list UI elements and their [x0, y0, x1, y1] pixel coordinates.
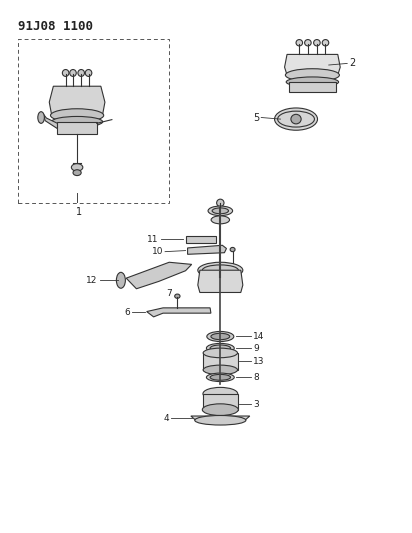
Ellipse shape [175, 294, 180, 298]
Ellipse shape [207, 332, 234, 342]
Text: 5: 5 [253, 112, 259, 123]
Text: 10: 10 [152, 247, 163, 256]
Text: 7: 7 [167, 288, 173, 297]
Ellipse shape [38, 112, 44, 123]
Ellipse shape [51, 109, 104, 122]
Text: 91J08 1100: 91J08 1100 [18, 20, 93, 33]
Text: 3: 3 [253, 400, 259, 409]
Ellipse shape [203, 348, 237, 358]
Ellipse shape [70, 69, 76, 76]
Polygon shape [187, 245, 227, 254]
Ellipse shape [71, 164, 83, 171]
Ellipse shape [202, 265, 238, 276]
Ellipse shape [210, 374, 231, 380]
Polygon shape [126, 262, 192, 289]
Bar [203, 353, 237, 370]
Polygon shape [191, 416, 250, 420]
Ellipse shape [230, 247, 235, 252]
Polygon shape [198, 270, 243, 293]
Ellipse shape [217, 199, 224, 207]
Ellipse shape [73, 169, 81, 175]
Ellipse shape [195, 416, 246, 425]
Bar [203, 394, 237, 410]
Bar [185, 236, 216, 243]
Bar [18, 38, 169, 203]
Ellipse shape [304, 39, 311, 46]
Ellipse shape [322, 39, 329, 46]
Ellipse shape [296, 39, 302, 46]
Ellipse shape [203, 387, 238, 400]
Text: 13: 13 [253, 357, 265, 366]
Ellipse shape [291, 114, 301, 124]
Text: 2: 2 [349, 59, 356, 68]
Ellipse shape [203, 365, 237, 375]
Ellipse shape [116, 272, 125, 288]
Ellipse shape [52, 116, 103, 127]
Bar [57, 122, 97, 134]
Bar [289, 82, 336, 92]
Text: 9: 9 [253, 344, 259, 353]
Text: 8: 8 [253, 373, 259, 382]
Polygon shape [44, 114, 57, 128]
Ellipse shape [212, 208, 229, 214]
Ellipse shape [286, 77, 339, 87]
Ellipse shape [78, 69, 84, 76]
Ellipse shape [62, 69, 69, 76]
Text: 11: 11 [147, 235, 159, 244]
Polygon shape [147, 308, 211, 317]
Ellipse shape [208, 206, 233, 216]
Text: 1: 1 [76, 207, 82, 217]
Ellipse shape [211, 216, 229, 224]
Ellipse shape [210, 345, 231, 351]
Ellipse shape [198, 262, 243, 278]
Ellipse shape [206, 343, 234, 353]
Text: 4: 4 [164, 414, 169, 423]
Polygon shape [49, 86, 105, 115]
Ellipse shape [286, 69, 339, 82]
Ellipse shape [206, 373, 234, 382]
Text: 14: 14 [253, 332, 265, 341]
Polygon shape [285, 54, 340, 75]
Text: 6: 6 [124, 308, 130, 317]
Ellipse shape [314, 39, 320, 46]
Text: 12: 12 [86, 276, 98, 285]
Ellipse shape [202, 404, 238, 416]
Ellipse shape [274, 108, 318, 130]
Ellipse shape [211, 333, 230, 340]
Ellipse shape [85, 69, 92, 76]
